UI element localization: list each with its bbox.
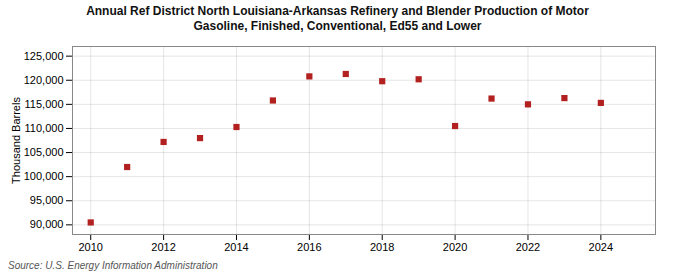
svg-text:2016: 2016 bbox=[297, 241, 321, 253]
svg-text:2022: 2022 bbox=[516, 241, 540, 253]
svg-text:120,000: 120,000 bbox=[24, 74, 64, 86]
svg-text:95,000: 95,000 bbox=[30, 194, 64, 206]
svg-text:125,000: 125,000 bbox=[24, 50, 64, 62]
svg-text:110,000: 110,000 bbox=[25, 122, 64, 134]
svg-text:Thousand Barrels: Thousand Barrels bbox=[10, 97, 22, 184]
html-text:Annual Ref District North Loui: Annual Ref District North Louisiana-Arka… bbox=[86, 4, 589, 18]
svg-text:115,000: 115,000 bbox=[25, 98, 64, 110]
svg-text:2010: 2010 bbox=[78, 241, 102, 253]
svg-text:2024: 2024 bbox=[589, 241, 613, 253]
html-text:Gasoline, Finished, Convention: Gasoline, Finished, Conventional, Ed55 a… bbox=[193, 19, 482, 33]
svg-text:2012: 2012 bbox=[151, 241, 175, 253]
svg-text:90,000: 90,000 bbox=[30, 218, 64, 230]
svg-text:100,000: 100,000 bbox=[24, 170, 64, 182]
svg-text:2020: 2020 bbox=[443, 241, 467, 253]
svg-text:105,000: 105,000 bbox=[24, 146, 64, 158]
svg-text:2018: 2018 bbox=[370, 241, 394, 253]
html-text:Source: U.S. Energy Informatio: Source: U.S. Energy Information Administ… bbox=[8, 260, 218, 271]
svg-text:2014: 2014 bbox=[224, 241, 248, 253]
